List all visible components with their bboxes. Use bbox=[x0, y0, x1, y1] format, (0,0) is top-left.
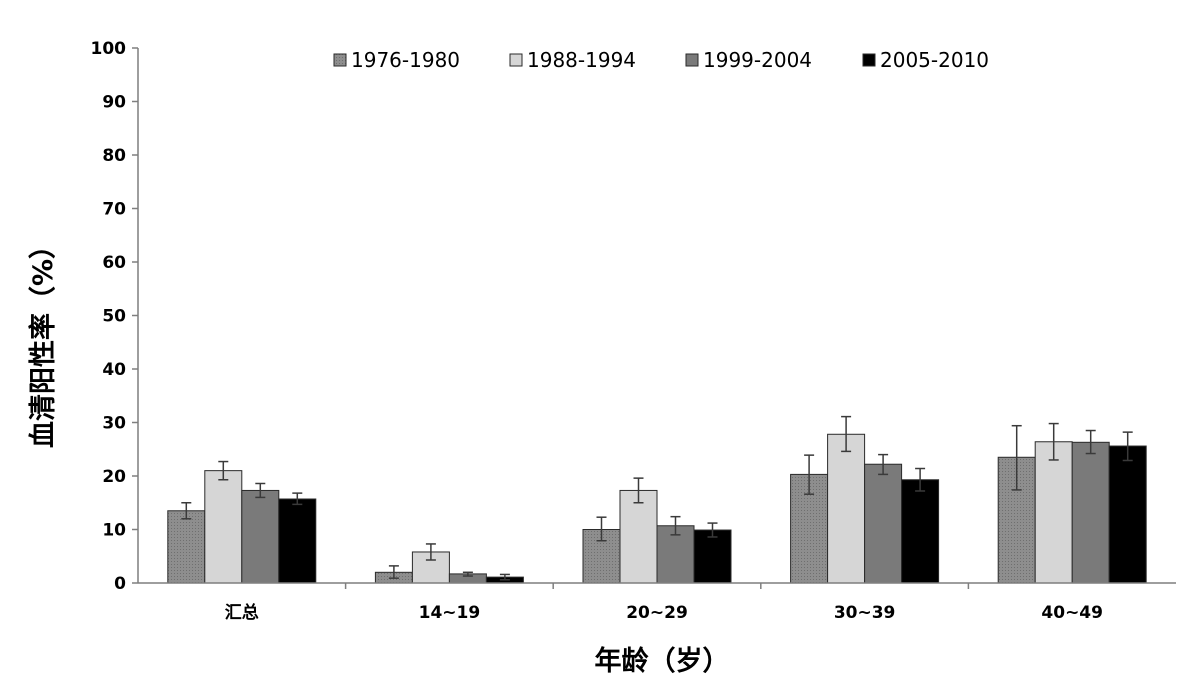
y-tick-label: 0 bbox=[114, 574, 126, 594]
y-tick-label: 90 bbox=[102, 93, 126, 113]
legend-swatch bbox=[509, 53, 523, 67]
bar bbox=[1108, 445, 1147, 584]
x-axis-title: 年龄（岁） bbox=[595, 645, 730, 677]
x-tick-label: 40~49 bbox=[1041, 603, 1103, 623]
bar-series bbox=[167, 433, 1147, 584]
bar bbox=[167, 510, 206, 584]
bar bbox=[204, 470, 243, 584]
y-tick-label: 100 bbox=[91, 39, 127, 59]
y-axis-ticks: 0 10 20 30 40 50 60 70 80 90 100 bbox=[91, 39, 138, 594]
bar bbox=[693, 529, 732, 584]
legend-swatch bbox=[333, 53, 347, 67]
bar bbox=[241, 489, 280, 584]
y-tick-label: 70 bbox=[102, 200, 126, 220]
bar bbox=[901, 479, 940, 584]
x-tick-label: 汇总 bbox=[225, 602, 259, 623]
bar bbox=[619, 489, 658, 584]
y-tick-label: 80 bbox=[102, 146, 126, 166]
y-tick-label: 30 bbox=[102, 414, 126, 434]
bar bbox=[1071, 441, 1110, 584]
y-tick-label: 10 bbox=[102, 521, 126, 541]
y-tick-label: 50 bbox=[102, 307, 126, 327]
x-tick-label: 30~39 bbox=[834, 603, 896, 623]
bar bbox=[1034, 441, 1073, 584]
x-tick-label: 20~29 bbox=[626, 603, 688, 623]
y-axis-title: 血清阳性率（%） bbox=[27, 232, 59, 448]
legend-swatch bbox=[685, 53, 699, 67]
y-tick-label: 20 bbox=[102, 467, 126, 487]
legend-swatch bbox=[862, 53, 876, 67]
error-bars bbox=[181, 415, 1133, 581]
legend-label: 1988-1994 bbox=[527, 48, 636, 72]
bar bbox=[827, 433, 866, 584]
y-tick-label: 40 bbox=[102, 360, 126, 380]
y-tick-label: 60 bbox=[102, 253, 126, 273]
legend-label: 1999-2004 bbox=[703, 48, 812, 72]
legend-label: 2005-2010 bbox=[880, 48, 989, 72]
legend-label: 1976-1980 bbox=[351, 48, 460, 72]
bar bbox=[864, 463, 903, 584]
bar bbox=[278, 498, 317, 584]
x-axis-categories: 汇总 14~19 20~29 30~39 40~49 bbox=[225, 583, 1103, 623]
legend: 1976-1980 1988-1994 1999-2004 2005-2010 bbox=[333, 48, 989, 72]
x-tick-label: 14~19 bbox=[419, 603, 481, 623]
